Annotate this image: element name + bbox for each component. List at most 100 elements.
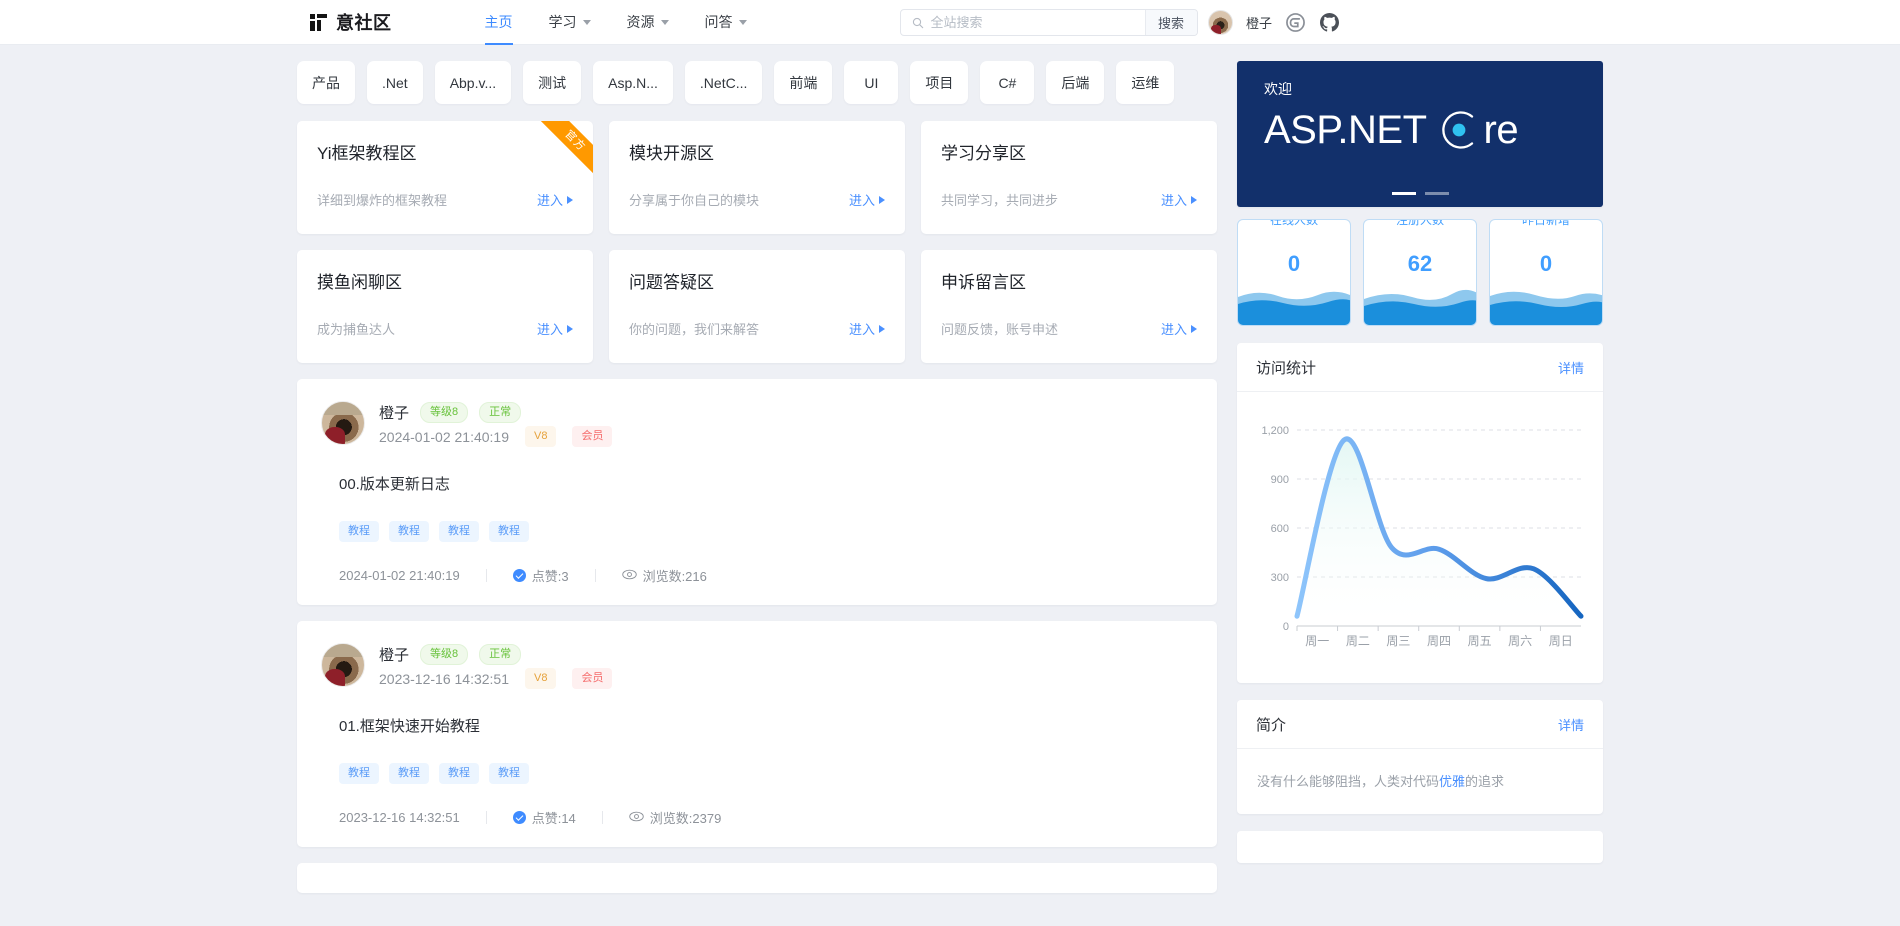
tag-chip[interactable]: 测试 — [523, 61, 582, 104]
tag-chip[interactable]: 前端 — [774, 61, 833, 104]
svg-text:900: 900 — [1271, 474, 1289, 486]
tag-chip[interactable]: 项目 — [910, 61, 969, 104]
nav-label: 资源 — [626, 14, 655, 30]
play-triangle-icon — [567, 324, 573, 333]
v-level-badge: V8 — [525, 668, 557, 689]
enter-label: 进入 — [1160, 322, 1187, 337]
play-triangle-icon — [879, 324, 885, 333]
post-tag[interactable]: 教程 — [339, 521, 379, 542]
stat-card-registered: 注册人数 62 — [1363, 219, 1477, 326]
section-title: 模块开源区 — [629, 144, 714, 163]
nav-item-resources[interactable]: 资源 — [609, 0, 687, 45]
section-card[interactable]: 问题答疑区 你的问题，我们来解答 进入 — [609, 250, 905, 363]
chart-area-fill — [1297, 438, 1581, 626]
section-title: 问题答疑区 — [629, 273, 714, 292]
brand[interactable]: 意社区 — [310, 9, 392, 35]
chevron-down-icon — [660, 19, 669, 25]
section-card[interactable]: 申诉留言区 问题反馈，账号申述 进入 — [921, 250, 1217, 363]
svg-text:300: 300 — [1271, 572, 1289, 584]
gitee-icon[interactable] — [1285, 12, 1306, 33]
post-time: 2023-12-16 14:32:51 — [379, 670, 509, 687]
tag-chip[interactable]: 运维 — [1116, 61, 1175, 104]
tag-chip[interactable]: 产品 — [297, 61, 355, 104]
avatar[interactable] — [321, 401, 365, 445]
post-title[interactable]: 00.版本更新日志 — [339, 476, 450, 493]
section-card[interactable]: 学习分享区 共同学习，共同进步 进入 — [921, 121, 1217, 234]
nav-item-home[interactable]: 主页 — [467, 0, 531, 45]
banner-welcome-text: 欢迎 — [1264, 81, 1292, 97]
post-author[interactable]: 橙子 — [379, 647, 410, 664]
tag-filter-row: 产品 .Net Abp.v... 测试 Asp.N... .NetC... 前端… — [297, 61, 1217, 104]
post-tags: 教程 教程 教程 教程 — [339, 521, 1193, 542]
section-title: Yi框架教程区 — [317, 144, 417, 163]
banner-logo-text-left: ASP.NET — [1264, 107, 1427, 152]
tag-chip[interactable]: UI — [844, 61, 899, 104]
tag-chip[interactable]: .Net — [367, 61, 423, 104]
section-card[interactable]: 摸鱼闲聊区 成为捕鱼达人 进入 — [297, 250, 593, 363]
enter-label: 进入 — [536, 193, 563, 208]
post-title[interactable]: 01.框架快速开始教程 — [339, 718, 480, 735]
search-button[interactable]: 搜索 — [1144, 9, 1197, 35]
tag-chip[interactable]: 后端 — [1046, 61, 1105, 104]
section-enter-link[interactable]: 进入 — [849, 190, 885, 209]
aspnet-core-logo-icon: ASP.NET re — [1264, 107, 1519, 153]
user-name[interactable]: 橙子 — [1245, 15, 1272, 31]
stats-row: 在线人数 0 注册人数 62 — [1237, 219, 1603, 326]
carousel-dot[interactable] — [1424, 192, 1449, 195]
post-tag[interactable]: 教程 — [489, 521, 529, 542]
section-enter-link[interactable]: 进入 — [849, 319, 885, 338]
banner-carousel-dots — [1237, 192, 1603, 195]
aspnet-core-banner[interactable]: 欢迎 ASP.NET re — [1237, 61, 1603, 207]
post-tag[interactable]: 教程 — [489, 763, 529, 784]
svg-text:周日: 周日 — [1549, 634, 1573, 648]
view-label: 浏览数:216 — [642, 569, 707, 584]
panel-details-link[interactable]: 详情 — [1557, 360, 1584, 376]
section-card[interactable]: Yi框架教程区 详细到爆炸的框架教程 进入 官方 — [297, 121, 593, 234]
section-enter-link[interactable]: 进入 — [537, 190, 573, 209]
section-card[interactable]: 模块开源区 分享属于你自己的模块 进入 — [609, 121, 905, 234]
post-card[interactable]: 橙子 等级8 正常 2023-12-16 14:32:51 V8 会员 01.框… — [297, 621, 1217, 847]
play-triangle-icon — [879, 195, 885, 204]
avatar[interactable] — [321, 643, 365, 687]
nav-item-qa[interactable]: 问答 — [687, 0, 765, 45]
nav-item-study[interactable]: 学习 — [531, 0, 609, 45]
stat-value: 62 — [1407, 250, 1433, 276]
section-desc: 问题反馈，账号申述 — [941, 322, 1059, 337]
post-card[interactable]: 橙子 等级8 正常 2024-01-02 21:40:19 V8 会员 00.版… — [297, 379, 1217, 605]
post-tag[interactable]: 教程 — [389, 521, 429, 542]
intro-text-highlight: 优雅 — [1439, 774, 1466, 789]
section-enter-link[interactable]: 进入 — [537, 319, 573, 338]
like-count[interactable]: 点赞:3 — [512, 566, 569, 585]
search-input-box[interactable] — [901, 10, 1145, 35]
post-author[interactable]: 橙子 — [379, 405, 410, 422]
view-count: 浏览数:2379 — [629, 808, 721, 827]
section-enter-link[interactable]: 进入 — [1161, 319, 1197, 338]
like-label: 点赞:3 — [531, 569, 569, 584]
stat-value: 0 — [1539, 250, 1553, 276]
tag-chip[interactable]: Abp.v... — [434, 61, 512, 104]
svg-text:1,200: 1,200 — [1261, 425, 1289, 437]
intro-text-before: 没有什么能够阻挡，人类对代码 — [1257, 774, 1440, 789]
tag-chip[interactable]: Asp.N... — [593, 61, 673, 104]
post-tag[interactable]: 教程 — [439, 763, 479, 784]
carousel-dot[interactable] — [1391, 192, 1416, 195]
divider — [601, 811, 603, 824]
search-input[interactable] — [930, 14, 1134, 30]
svg-text:周五: 周五 — [1468, 634, 1492, 648]
post-tag[interactable]: 教程 — [339, 763, 379, 784]
post-tag[interactable]: 教程 — [389, 763, 429, 784]
tag-chip[interactable]: C# — [980, 61, 1035, 104]
like-count[interactable]: 点赞:14 — [512, 808, 576, 827]
tag-chip[interactable]: .NetC... — [684, 61, 763, 104]
post-tag[interactable]: 教程 — [439, 521, 479, 542]
post-card-partial[interactable] — [297, 863, 1217, 893]
section-enter-link[interactable]: 进入 — [1161, 190, 1197, 209]
eye-icon — [629, 810, 644, 825]
post-header: 橙子 等级8 正常 2024-01-02 21:40:19 V8 会员 — [321, 401, 1193, 447]
user-avatar[interactable] — [1207, 9, 1233, 35]
top-navigation-bar: 意社区 主页 学习 资源 问答 — [0, 0, 1900, 45]
level-badge: 等级8 — [420, 402, 469, 423]
visit-statistics-panel: 访问统计 详情 — [1237, 343, 1603, 683]
github-icon[interactable] — [1319, 12, 1340, 33]
panel-details-link[interactable]: 详情 — [1557, 717, 1584, 733]
